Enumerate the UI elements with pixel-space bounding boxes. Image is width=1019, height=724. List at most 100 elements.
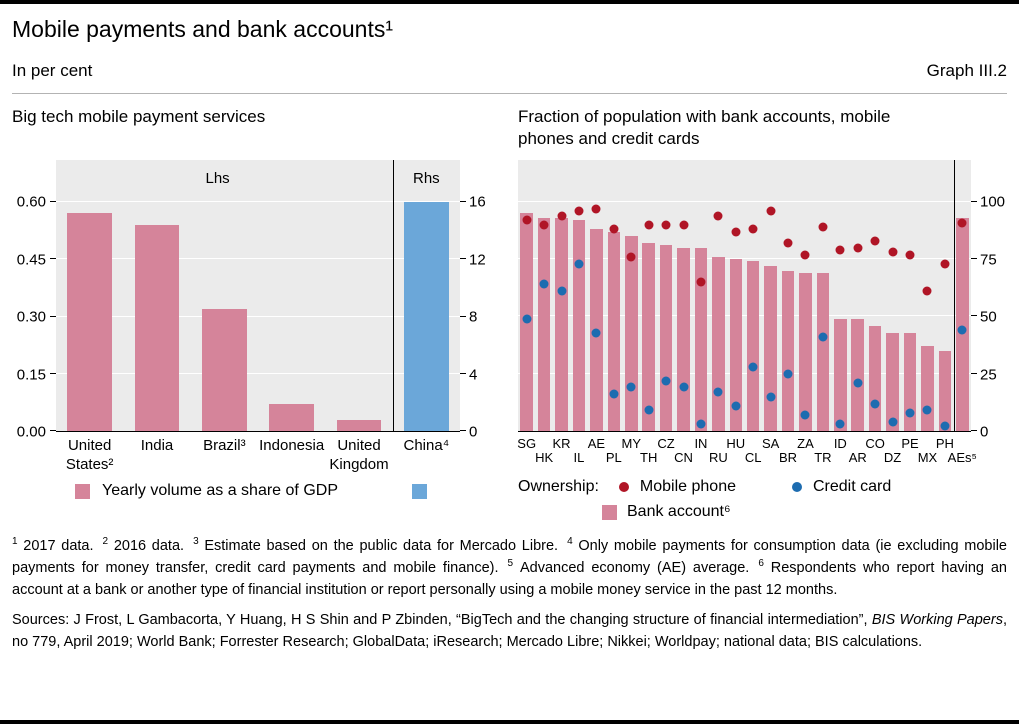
category-label: AE [587, 436, 606, 451]
dot-mobile-phone [818, 222, 828, 232]
tick-mark [971, 200, 977, 202]
bar-slot [123, 160, 190, 431]
dot-credit-card [835, 419, 845, 429]
footnote: 3 Estimate based on the public data for … [193, 536, 559, 554]
bar-bank-account [712, 256, 725, 431]
right-xlabels: SG HK KR IL AE PL MY TH CZ CN IN RU HU CL SA BR ZA TR ID AR… [517, 432, 977, 470]
bar-lhs [67, 213, 112, 431]
bar-slot [258, 160, 325, 431]
footnote-marker: 5 [507, 558, 514, 570]
bar-slot [727, 160, 744, 431]
bar-slot [936, 160, 953, 431]
dot-credit-card [679, 382, 689, 392]
tick-mark [50, 430, 56, 431]
category-label: IL [573, 450, 585, 465]
dot-credit-card [748, 362, 758, 372]
gridline [518, 200, 971, 202]
bar-slot [779, 160, 796, 431]
mobile-phone-legend-label: Mobile phone [639, 478, 736, 495]
left-plot-stack: Lhs Rhs United States² India Brazil³ Indones… [50, 160, 466, 480]
tick-mark [460, 430, 466, 431]
header-row: In per cent Graph III.2 [12, 61, 1007, 94]
category-label: DZ [883, 450, 902, 465]
category-label: RU [708, 450, 728, 465]
tick-mark [460, 372, 466, 374]
category-label: United States² [65, 437, 114, 473]
left-plot: Lhs Rhs [50, 160, 466, 432]
category-label: China⁴ [403, 437, 450, 454]
dot-mobile-phone [557, 211, 567, 221]
tick-mark [50, 372, 56, 374]
bar-slot [710, 160, 727, 431]
axis-tick-label: 0 [980, 423, 989, 441]
category-label: HU [726, 436, 746, 451]
footnote: 2 2016 data. [102, 536, 185, 554]
bar-bank-account [834, 318, 847, 431]
sources: Sources: J Frost, L Gambacorta, Y Huang,… [12, 609, 1007, 653]
bar-bank-account [938, 350, 952, 431]
bar-slot [518, 160, 535, 431]
gridline [518, 372, 971, 374]
dot-credit-card [800, 410, 810, 420]
source-italic-text: BIS Working Papers [871, 612, 1003, 629]
bar-bank-account [921, 346, 934, 431]
left-legend: Yearly volume as a share of GDP [12, 482, 490, 500]
dot-credit-card [626, 382, 636, 392]
bar-bank-account [607, 231, 621, 431]
bar-lhs [134, 224, 180, 431]
bar-slot [692, 160, 709, 431]
category-label: BR [779, 450, 798, 465]
dot-mobile-phone [766, 206, 776, 216]
bar-bank-account [851, 318, 864, 431]
bar-bank-account [694, 247, 708, 431]
bank-account-legend-swatch [602, 504, 617, 520]
footnote: 4 Only mobile payments for consumption d… [12, 536, 1007, 577]
bars-layer [518, 160, 971, 431]
axis-tick-label: 12 [469, 251, 486, 269]
dot-mobile-phone [713, 211, 723, 221]
dot-mobile-phone [835, 245, 845, 255]
bar-slot [901, 160, 918, 431]
bar-bank-account [677, 247, 690, 431]
footnote: 1 2017 data. [12, 536, 94, 554]
category-label: SA [761, 436, 780, 451]
lhs-note: Lhs [205, 170, 230, 187]
right-plot-stack: SG HK KR IL AE PL MY TH CZ CN IN RU HU CL SA BR ZA TR ID AR… [517, 160, 977, 470]
bar-slot [657, 160, 674, 431]
bar-slot [191, 160, 258, 431]
ownership-legend-row: Ownership: Mobile phone Credit card [518, 478, 1007, 496]
dot-mobile-phone [922, 286, 932, 296]
axis-tick-label: 4 [469, 366, 478, 384]
bar-bank-account [642, 243, 655, 431]
dot-mobile-phone [748, 224, 758, 234]
dot-credit-card [609, 389, 619, 399]
tick-mark [50, 201, 56, 202]
bar-bank-account [903, 332, 917, 431]
gridline [518, 258, 971, 260]
footnote-marker: 1 [12, 536, 18, 548]
legend-swatch-rhs [411, 483, 427, 499]
category-label: India [140, 437, 174, 454]
bar-slot [325, 160, 392, 431]
bar-bank-account [572, 220, 586, 431]
footnote-marker: 6 [758, 558, 764, 570]
axis-tick-label: 0.60 [16, 193, 46, 211]
category-label: TH [640, 450, 658, 465]
graph-number: Graph III.2 [926, 61, 1007, 80]
dot-mobile-phone [783, 238, 793, 248]
source-text: Sources: J Frost, L Gambacorta, Y Huang,… [12, 612, 872, 629]
bar-slot [623, 160, 640, 431]
bar-slot [814, 160, 831, 431]
category-label: United Kingdom [329, 437, 389, 473]
bar-slot [762, 160, 779, 431]
bar-slot [640, 160, 657, 431]
category-label: MX [917, 450, 938, 465]
dot-mobile-phone [626, 252, 636, 262]
category-label: KR [552, 436, 571, 451]
footnotes: 1 2017 data. 2 2016 data. 3 Estimate based… [12, 535, 1007, 601]
left-axis-lhs: 0.60 0.45 0.30 0.15 0.00 [12, 160, 56, 440]
dot-mobile-phone [644, 220, 654, 230]
axis-tick-label: 100 [980, 193, 1006, 211]
bar-slot [553, 160, 570, 431]
